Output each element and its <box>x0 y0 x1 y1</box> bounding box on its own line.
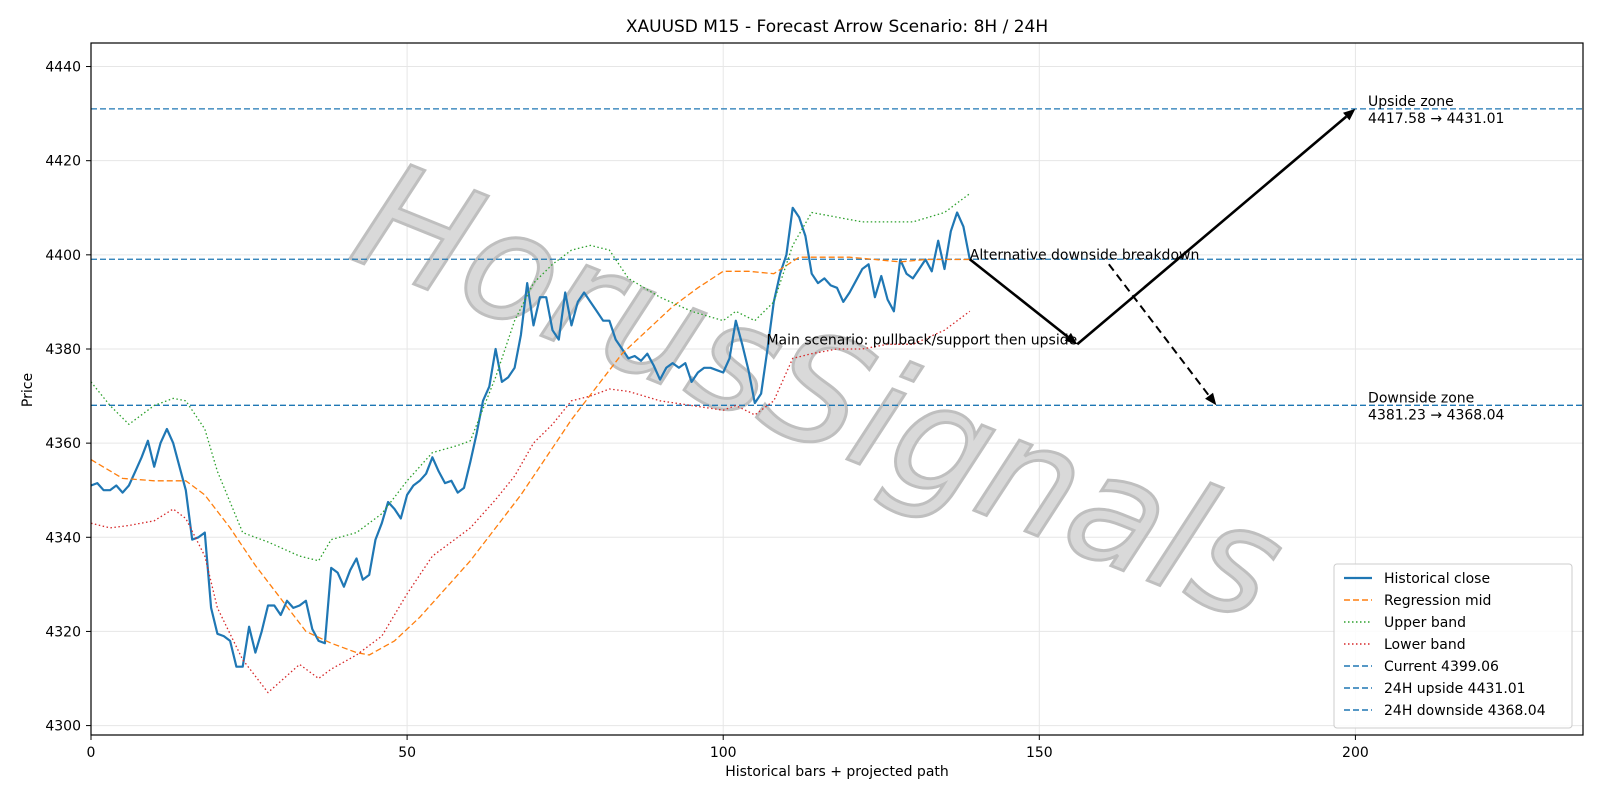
legend-label: Historical close <box>1384 571 1490 587</box>
legend-item: Regression mid <box>1344 593 1491 609</box>
y-tick-label: 4440 <box>45 60 81 76</box>
legend-label: Regression mid <box>1384 593 1491 609</box>
legend-item: Upper band <box>1344 615 1466 631</box>
legend-item: 24H downside 4368.04 <box>1344 703 1546 719</box>
y-tick-label: 4340 <box>45 530 81 546</box>
y-axis: 4300 4320 4340 4360 4380 4400 4420 4440 <box>45 60 91 735</box>
chart-title: XAUUSD M15 - Forecast Arrow Scenario: 8H… <box>626 17 1048 37</box>
series-line <box>91 206 971 668</box>
forecast-arrow <box>1108 263 1217 406</box>
y-axis-label: Price <box>20 373 36 407</box>
legend-item: 24H upside 4431.01 <box>1344 681 1526 697</box>
y-tick-label: 4400 <box>45 248 81 264</box>
legend-item: Historical close <box>1344 571 1490 587</box>
annotation-downside-zone: Downside zone <box>1368 390 1474 406</box>
y-tick-label: 4300 <box>45 719 81 735</box>
legend-box <box>1333 563 1573 729</box>
annotation-alternative: Alternative downside breakdown <box>970 247 1200 263</box>
x-axis: 0 50 100 150 200 <box>87 735 1369 761</box>
annotation-main: Main scenario: pullback/support then ups… <box>766 332 1077 348</box>
annotation-upside-zone: Upside zone <box>1368 94 1454 110</box>
y-tick-label: 4380 <box>45 342 81 358</box>
watermark-text: HorusSignals <box>333 129 1305 657</box>
x-tick-label: 200 <box>1342 745 1369 761</box>
x-tick-label: 150 <box>1026 745 1053 761</box>
legend-label: Upper band <box>1384 615 1466 631</box>
y-tick-label: 4420 <box>45 154 81 170</box>
watermark: HorusSignals <box>331 127 1306 658</box>
legend-label: Lower band <box>1384 637 1466 653</box>
legend: Historical close Regression mid Upper band… <box>1333 563 1573 729</box>
forecast-arrow <box>1076 108 1356 346</box>
legend-item: Current 4399.06 <box>1344 659 1499 675</box>
x-tick-label: 100 <box>710 745 737 761</box>
annotation-downside-zone-range: 4381.23 → 4368.04 <box>1368 407 1505 423</box>
x-tick-label: 0 <box>87 745 96 761</box>
series-line <box>91 310 971 694</box>
series-line <box>91 256 970 656</box>
legend-label: 24H downside 4368.04 <box>1384 703 1546 719</box>
legend-label: 24H upside 4431.01 <box>1384 681 1526 697</box>
plot-frame <box>90 42 1584 736</box>
legend-label: Current 4399.06 <box>1384 659 1499 675</box>
series-line <box>91 193 971 562</box>
legend-item: Lower band <box>1344 637 1466 653</box>
x-tick-label: 50 <box>398 745 416 761</box>
y-tick-label: 4320 <box>45 624 81 640</box>
annotation-upside-zone-range: 4417.58 → 4431.01 <box>1368 111 1504 127</box>
x-axis-label: Historical bars + projected path <box>725 764 949 780</box>
y-tick-label: 4360 <box>45 436 81 452</box>
grid <box>90 43 1583 735</box>
forecast-arrow <box>968 258 1078 345</box>
